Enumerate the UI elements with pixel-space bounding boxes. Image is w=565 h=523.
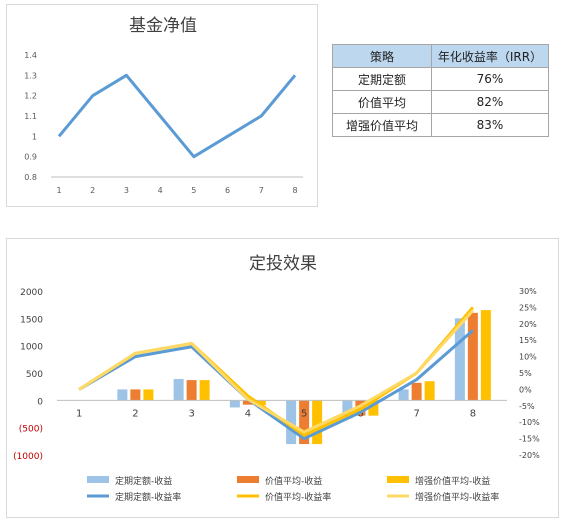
bar xyxy=(342,400,353,419)
x-tick-label: 7 xyxy=(413,408,419,419)
irr-value: 82% xyxy=(431,90,549,114)
table-row: 定期定额 76% xyxy=(332,67,549,91)
irr-table-header-row: 策略 年化收益率（IRR） xyxy=(332,44,549,68)
left-y-tick-label: (500) xyxy=(19,425,43,435)
nav-chart: 基金净值 0.8 0.9 1 1.1 1.2 1.3 1.4 1 2 3 4 5 6 7 8 xyxy=(24,16,303,195)
bar xyxy=(368,400,379,416)
legend-swatch xyxy=(387,476,409,483)
y-tick-label: 1.2 xyxy=(24,92,37,101)
x-tick-label: 3 xyxy=(188,408,194,419)
left-y-tick-label: 500 xyxy=(26,370,43,380)
y-tick-label: 1.3 xyxy=(24,71,37,80)
bar xyxy=(454,318,465,401)
bar xyxy=(398,389,409,401)
y-tick-label: 1.1 xyxy=(24,112,37,121)
legend-label: 定期定额-收益 xyxy=(115,475,172,487)
y-tick-label: 0.8 xyxy=(24,173,37,182)
left-y-tick-label: 1000 xyxy=(20,343,43,353)
dca-chart-title: 定投效果 xyxy=(249,254,317,274)
irr-strategy-name: 价值平均 xyxy=(332,90,432,114)
right-y-tick-label: -10% xyxy=(519,418,540,427)
x-tick-label: 6 xyxy=(225,186,230,195)
x-tick-label: 7 xyxy=(259,186,264,195)
legend-label: 定期定额-收益率 xyxy=(115,491,181,503)
dca-chart: 定投效果 2000150010005000(500)(1000)30%25%20… xyxy=(13,254,540,503)
bar xyxy=(173,379,184,401)
right-y-tick-label: 25% xyxy=(519,303,537,312)
legend-swatch xyxy=(237,476,259,483)
irr-header-irr: 年化收益率（IRR） xyxy=(431,44,549,68)
x-tick-label: 1 xyxy=(56,186,61,195)
right-y-tick-label: -20% xyxy=(519,451,540,460)
bar xyxy=(229,400,240,408)
legend-label: 增强价值平均-收益率 xyxy=(415,491,499,503)
legend-label: 价值平均-收益 xyxy=(265,475,322,487)
irr-table: 策略 年化收益率（IRR） 定期定额 76% 价值平均 82% 增强价值平均 8… xyxy=(332,44,549,137)
bar xyxy=(199,380,210,401)
table-row: 价值平均 82% xyxy=(332,90,549,114)
irr-strategy-name: 定期定额 xyxy=(332,67,432,91)
x-tick-label: 8 xyxy=(292,186,297,195)
left-y-tick-label: 1500 xyxy=(20,315,43,325)
y-tick-label: 1 xyxy=(32,132,37,141)
bar xyxy=(467,312,478,401)
right-y-tick-label: -5% xyxy=(519,402,535,411)
bar xyxy=(130,389,141,401)
left-y-tick-label: 2000 xyxy=(20,288,43,298)
rate-series-line xyxy=(78,329,474,441)
bar xyxy=(411,382,422,401)
right-y-tick-label: -15% xyxy=(519,435,540,444)
y-tick-label: 0.9 xyxy=(24,153,37,162)
x-tick-label: 3 xyxy=(124,186,129,195)
bar xyxy=(286,400,297,445)
right-y-tick-label: 15% xyxy=(519,336,537,345)
table-row: 增强价值平均 83% xyxy=(332,113,549,137)
nav-chart-panel: 基金净值 0.8 0.9 1 1.1 1.2 1.3 1.4 1 2 3 4 5 6 7 8 xyxy=(6,4,318,207)
right-y-tick-label: 5% xyxy=(519,369,532,378)
dca-chart-panel: 定投效果 2000 1500 1000 500 0 (500) (1000) 30% 25% 20… xyxy=(6,238,559,518)
x-tick-label: 2 xyxy=(132,408,138,419)
x-tick-label: 5 xyxy=(191,186,196,195)
irr-value: 76% xyxy=(431,67,549,91)
legend-label: 增强价值平均-收益 xyxy=(415,475,490,487)
bar xyxy=(117,389,128,401)
bar xyxy=(186,380,197,401)
nav-chart-title: 基金净值 xyxy=(129,16,197,36)
irr-header-strategy: 策略 xyxy=(332,44,432,68)
x-tick-label: 5 xyxy=(301,408,307,419)
right-y-tick-label: 0% xyxy=(519,385,532,394)
x-tick-label: 4 xyxy=(158,186,163,195)
x-tick-label: 8 xyxy=(470,408,476,419)
right-y-tick-label: 20% xyxy=(519,320,537,329)
y-tick-label: 1.4 xyxy=(24,51,37,60)
irr-value: 83% xyxy=(431,113,549,137)
x-tick-label: 2 xyxy=(90,186,95,195)
bar xyxy=(255,400,266,406)
bar xyxy=(424,381,435,401)
bar xyxy=(312,400,323,445)
right-y-tick-label: 10% xyxy=(519,353,537,362)
bar xyxy=(299,400,310,445)
bar xyxy=(242,400,253,405)
irr-strategy-name: 增强价值平均 xyxy=(332,113,432,137)
right-y-tick-label: 30% xyxy=(519,287,537,296)
rate-series-line xyxy=(78,309,474,434)
x-tick-label: 1 xyxy=(76,408,82,419)
bar xyxy=(143,389,154,401)
nav-series-line xyxy=(57,73,297,159)
left-y-tick-label: (1000) xyxy=(13,452,43,462)
left-y-tick-label: 0 xyxy=(37,397,43,407)
bar xyxy=(480,310,491,401)
legend-label: 价值平均-收益率 xyxy=(265,491,331,503)
legend-swatch xyxy=(87,476,109,483)
x-tick-label: 4 xyxy=(245,408,251,419)
